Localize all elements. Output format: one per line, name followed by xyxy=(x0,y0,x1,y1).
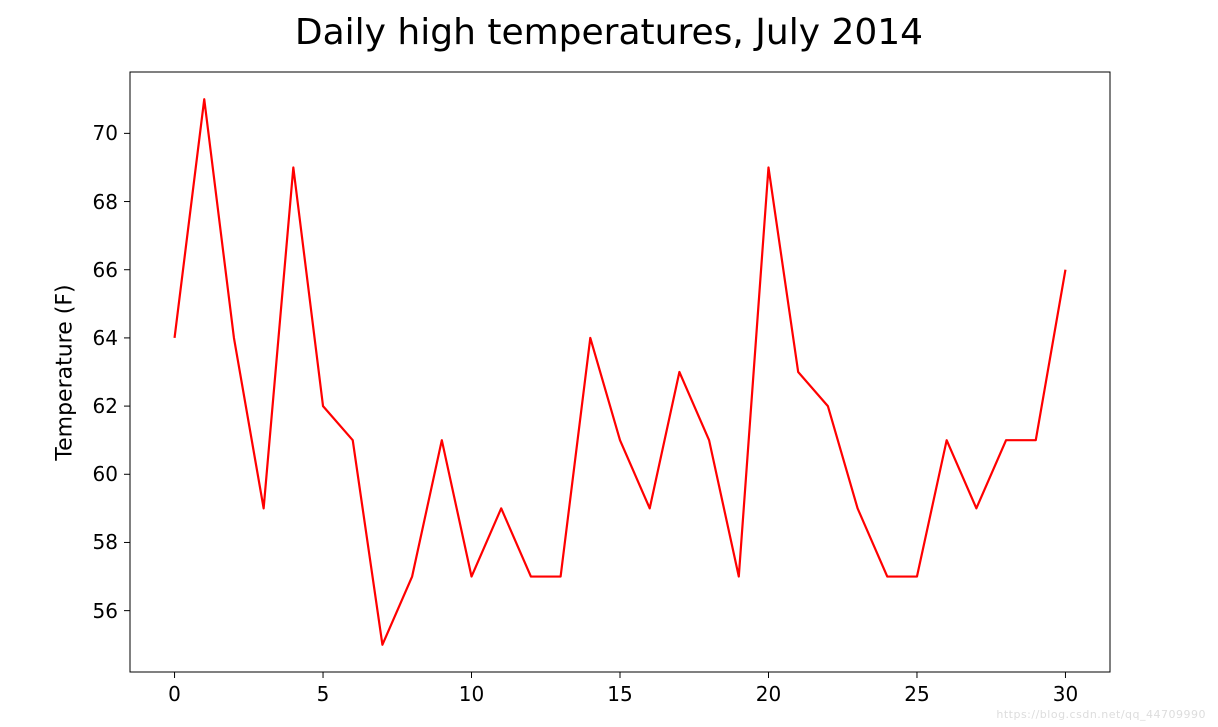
x-tick-label: 30 xyxy=(1045,682,1085,706)
chart-container: Daily high temperatures, July 2014 Tempe… xyxy=(0,0,1218,727)
x-tick-label: 10 xyxy=(452,682,492,706)
y-tick-label: 60 xyxy=(93,462,118,486)
series-daily-high xyxy=(175,99,1066,644)
x-tick-label: 25 xyxy=(897,682,937,706)
x-tick-label: 5 xyxy=(303,682,343,706)
x-tick-label: 15 xyxy=(600,682,640,706)
y-tick-label: 66 xyxy=(93,258,118,282)
x-tick-label: 0 xyxy=(155,682,195,706)
y-tick-label: 62 xyxy=(93,394,118,418)
y-tick-label: 68 xyxy=(93,190,118,214)
y-tick-label: 64 xyxy=(93,326,118,350)
x-tick-label: 20 xyxy=(748,682,788,706)
watermark: https://blog.csdn.net/qq_44709990 xyxy=(996,708,1206,721)
y-tick-label: 70 xyxy=(93,121,118,145)
y-tick-label: 58 xyxy=(93,530,118,554)
chart-svg xyxy=(0,0,1218,727)
y-tick-label: 56 xyxy=(93,599,118,623)
